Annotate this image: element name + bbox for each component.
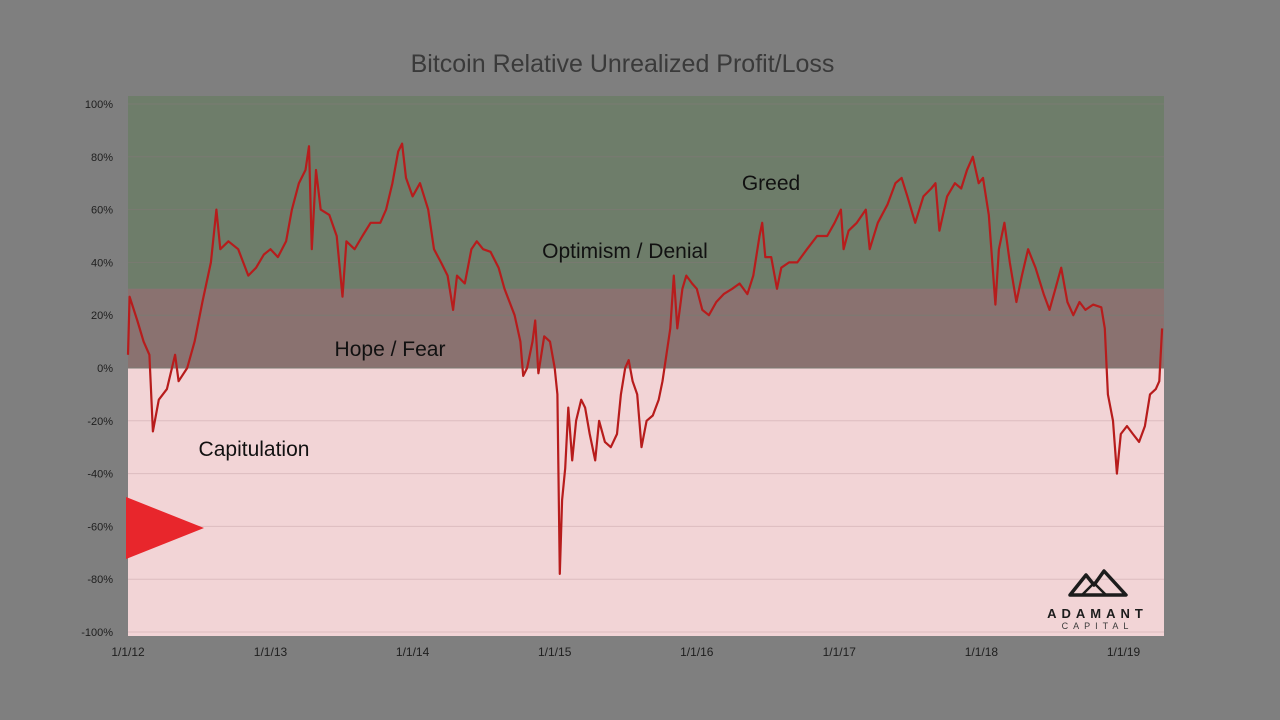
y-tick-label: 60% [91,205,113,217]
x-axis-ticks: 1/1/12 1/1/13 1/1/14 1/1/15 1/1/16 1/1/17 1/1/… [111,645,1140,659]
chart-title: Bitcoin Relative Unrealized Profit/Loss [410,50,835,78]
zone-capitulation [128,368,1164,636]
zone-annotation: Optimism / Denial [542,240,708,263]
y-tick-label: -40% [87,469,113,481]
logo-sub: CAPITAL [1061,621,1134,631]
x-tick-label: 1/1/16 [680,645,714,659]
y-tick-label: 40% [91,257,113,269]
mountain-logo-icon [1067,569,1128,597]
zone-annotation: Capitulation [199,438,310,461]
series-layer [126,142,1164,575]
series-line [126,142,1164,575]
x-tick-label: 1/1/17 [823,645,857,659]
logo-name: ADAMANT [1047,606,1148,621]
adamant-capital-logo: ADAMANT CAPITAL [1030,565,1165,631]
y-tick-label: 20% [91,310,113,322]
x-tick-label: 1/1/14 [396,645,430,659]
y-tick-label: -80% [87,574,113,586]
red-arrow-pointer [126,497,204,559]
annotations-layer: Greed Optimism / Denial Hope / Fear Capitul… [199,172,801,461]
y-axis-ticks: -100% -80% -60% -40% -20% 0% 20% 40% 60% 80% 100% [81,99,113,639]
y-tick-label: -60% [87,521,113,533]
zone-annotation: Greed [742,172,800,195]
y-tick-label: -100% [81,627,113,639]
x-tick-label: 1/1/12 [111,645,145,659]
zone-hope-fear [128,288,1164,368]
y-tick-label: 0% [97,363,113,375]
x-tick-label: 1/1/15 [538,645,572,659]
x-tick-label: 1/1/19 [1107,645,1141,659]
x-tick-label: 1/1/18 [965,645,999,659]
x-tick-label: 1/1/13 [254,645,288,659]
zones-layer [128,96,1164,636]
y-tick-label: -20% [87,416,113,428]
y-tick-label: 80% [91,152,113,164]
y-tick-label: 100% [85,99,113,111]
zone-annotation: Hope / Fear [335,338,446,361]
